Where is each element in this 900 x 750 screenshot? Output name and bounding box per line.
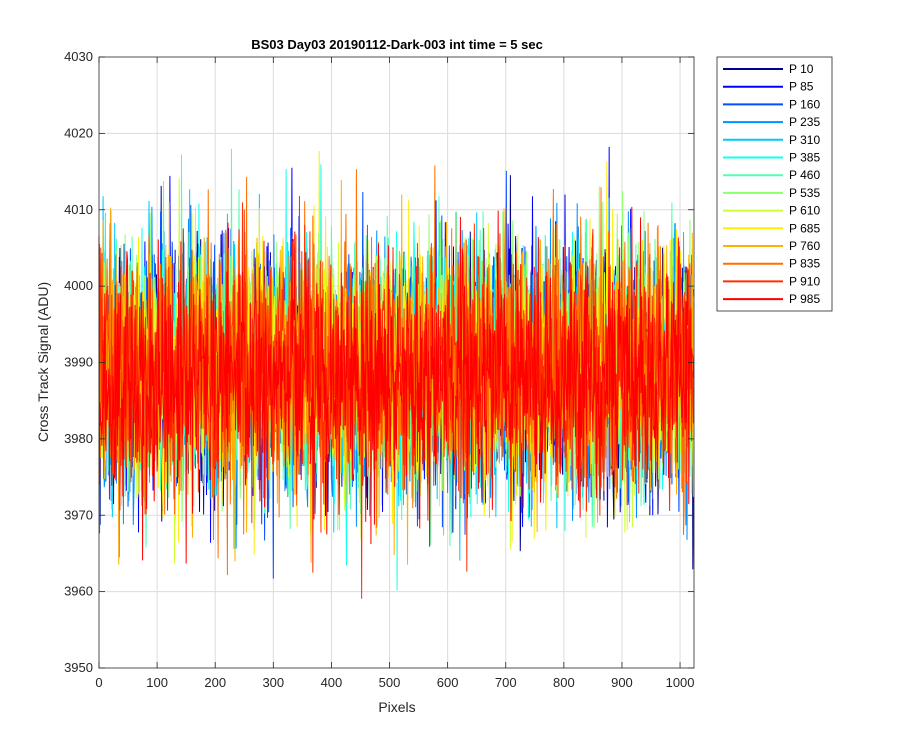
x-axis-label: Pixels	[378, 699, 415, 715]
y-tick-label: 3990	[64, 355, 93, 370]
x-tick-label: 500	[379, 675, 401, 690]
series-lines	[98, 147, 694, 599]
legend-label: P 385	[789, 151, 820, 165]
series-line	[98, 206, 694, 564]
x-tick-label: 900	[611, 675, 633, 690]
legend-label: P 235	[789, 115, 820, 129]
legend-box	[716, 56, 833, 312]
x-tick-label: 100	[146, 675, 168, 690]
x-tick-label: 200	[204, 675, 226, 690]
x-tick-label: 400	[321, 675, 343, 690]
x-tick-label: 800	[553, 675, 575, 690]
y-tick-label: 4030	[64, 49, 93, 64]
y-axis-label: Cross Track Signal (ADU)	[35, 282, 51, 442]
legend-label: P 10	[789, 62, 814, 76]
y-tick-label: 3960	[64, 584, 93, 599]
legend-label: P 610	[789, 204, 820, 218]
legend-label: P 160	[789, 97, 820, 111]
x-tick-label: 300	[262, 675, 284, 690]
legend: P 10 P 85 P 160 P 235 P 310 P 385 P 460 P 535 P …	[716, 56, 833, 312]
y-tick-label: 3980	[64, 431, 93, 446]
legend-label: P 985	[789, 292, 820, 306]
y-tick-label: 4000	[64, 278, 93, 293]
y-tick-label: 3970	[64, 507, 93, 522]
y-tick-label: 3950	[64, 660, 93, 675]
legend-label: P 310	[789, 133, 820, 147]
chart-title: BS03 Day03 20190112-Dark-003 int time = …	[251, 37, 543, 52]
x-tick-label: 600	[437, 675, 459, 690]
legend-label: P 835	[789, 257, 820, 271]
axis-ticks: 0 100 200 300 400 500 600 700 800 900 1000 3950 3960…	[64, 49, 694, 690]
x-tick-label: 700	[495, 675, 517, 690]
legend-label: P 910	[789, 274, 820, 288]
legend-label: P 460	[789, 168, 820, 182]
legend-label: P 760	[789, 239, 820, 253]
legend-label: P 535	[789, 186, 820, 200]
x-tick-label: 0	[95, 675, 102, 690]
y-tick-label: 4010	[64, 202, 93, 217]
x-tick-label: 1000	[666, 675, 695, 690]
y-tick-label: 4020	[64, 125, 93, 140]
legend-label: P 85	[789, 80, 814, 94]
legend-label: P 685	[789, 221, 820, 235]
